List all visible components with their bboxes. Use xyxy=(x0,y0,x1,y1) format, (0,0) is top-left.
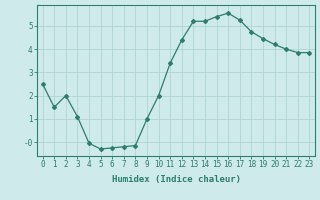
X-axis label: Humidex (Indice chaleur): Humidex (Indice chaleur) xyxy=(111,175,241,184)
